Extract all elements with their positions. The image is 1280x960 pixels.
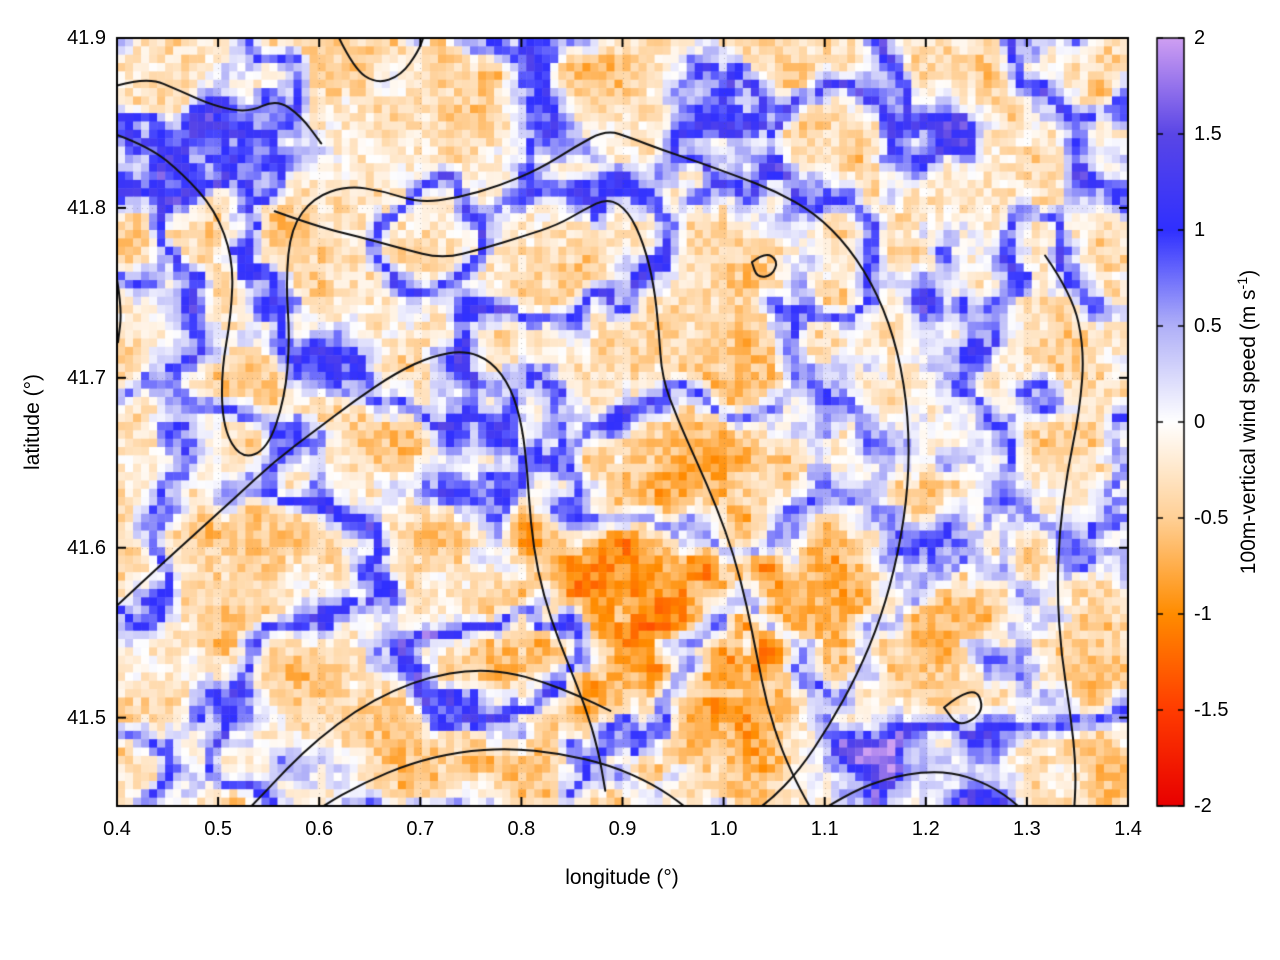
heatmap-canvas: [0, 0, 1280, 960]
wind-speed-heatmap-figure: longitude (°) latitude (°) 100m-vertical…: [0, 0, 1280, 960]
